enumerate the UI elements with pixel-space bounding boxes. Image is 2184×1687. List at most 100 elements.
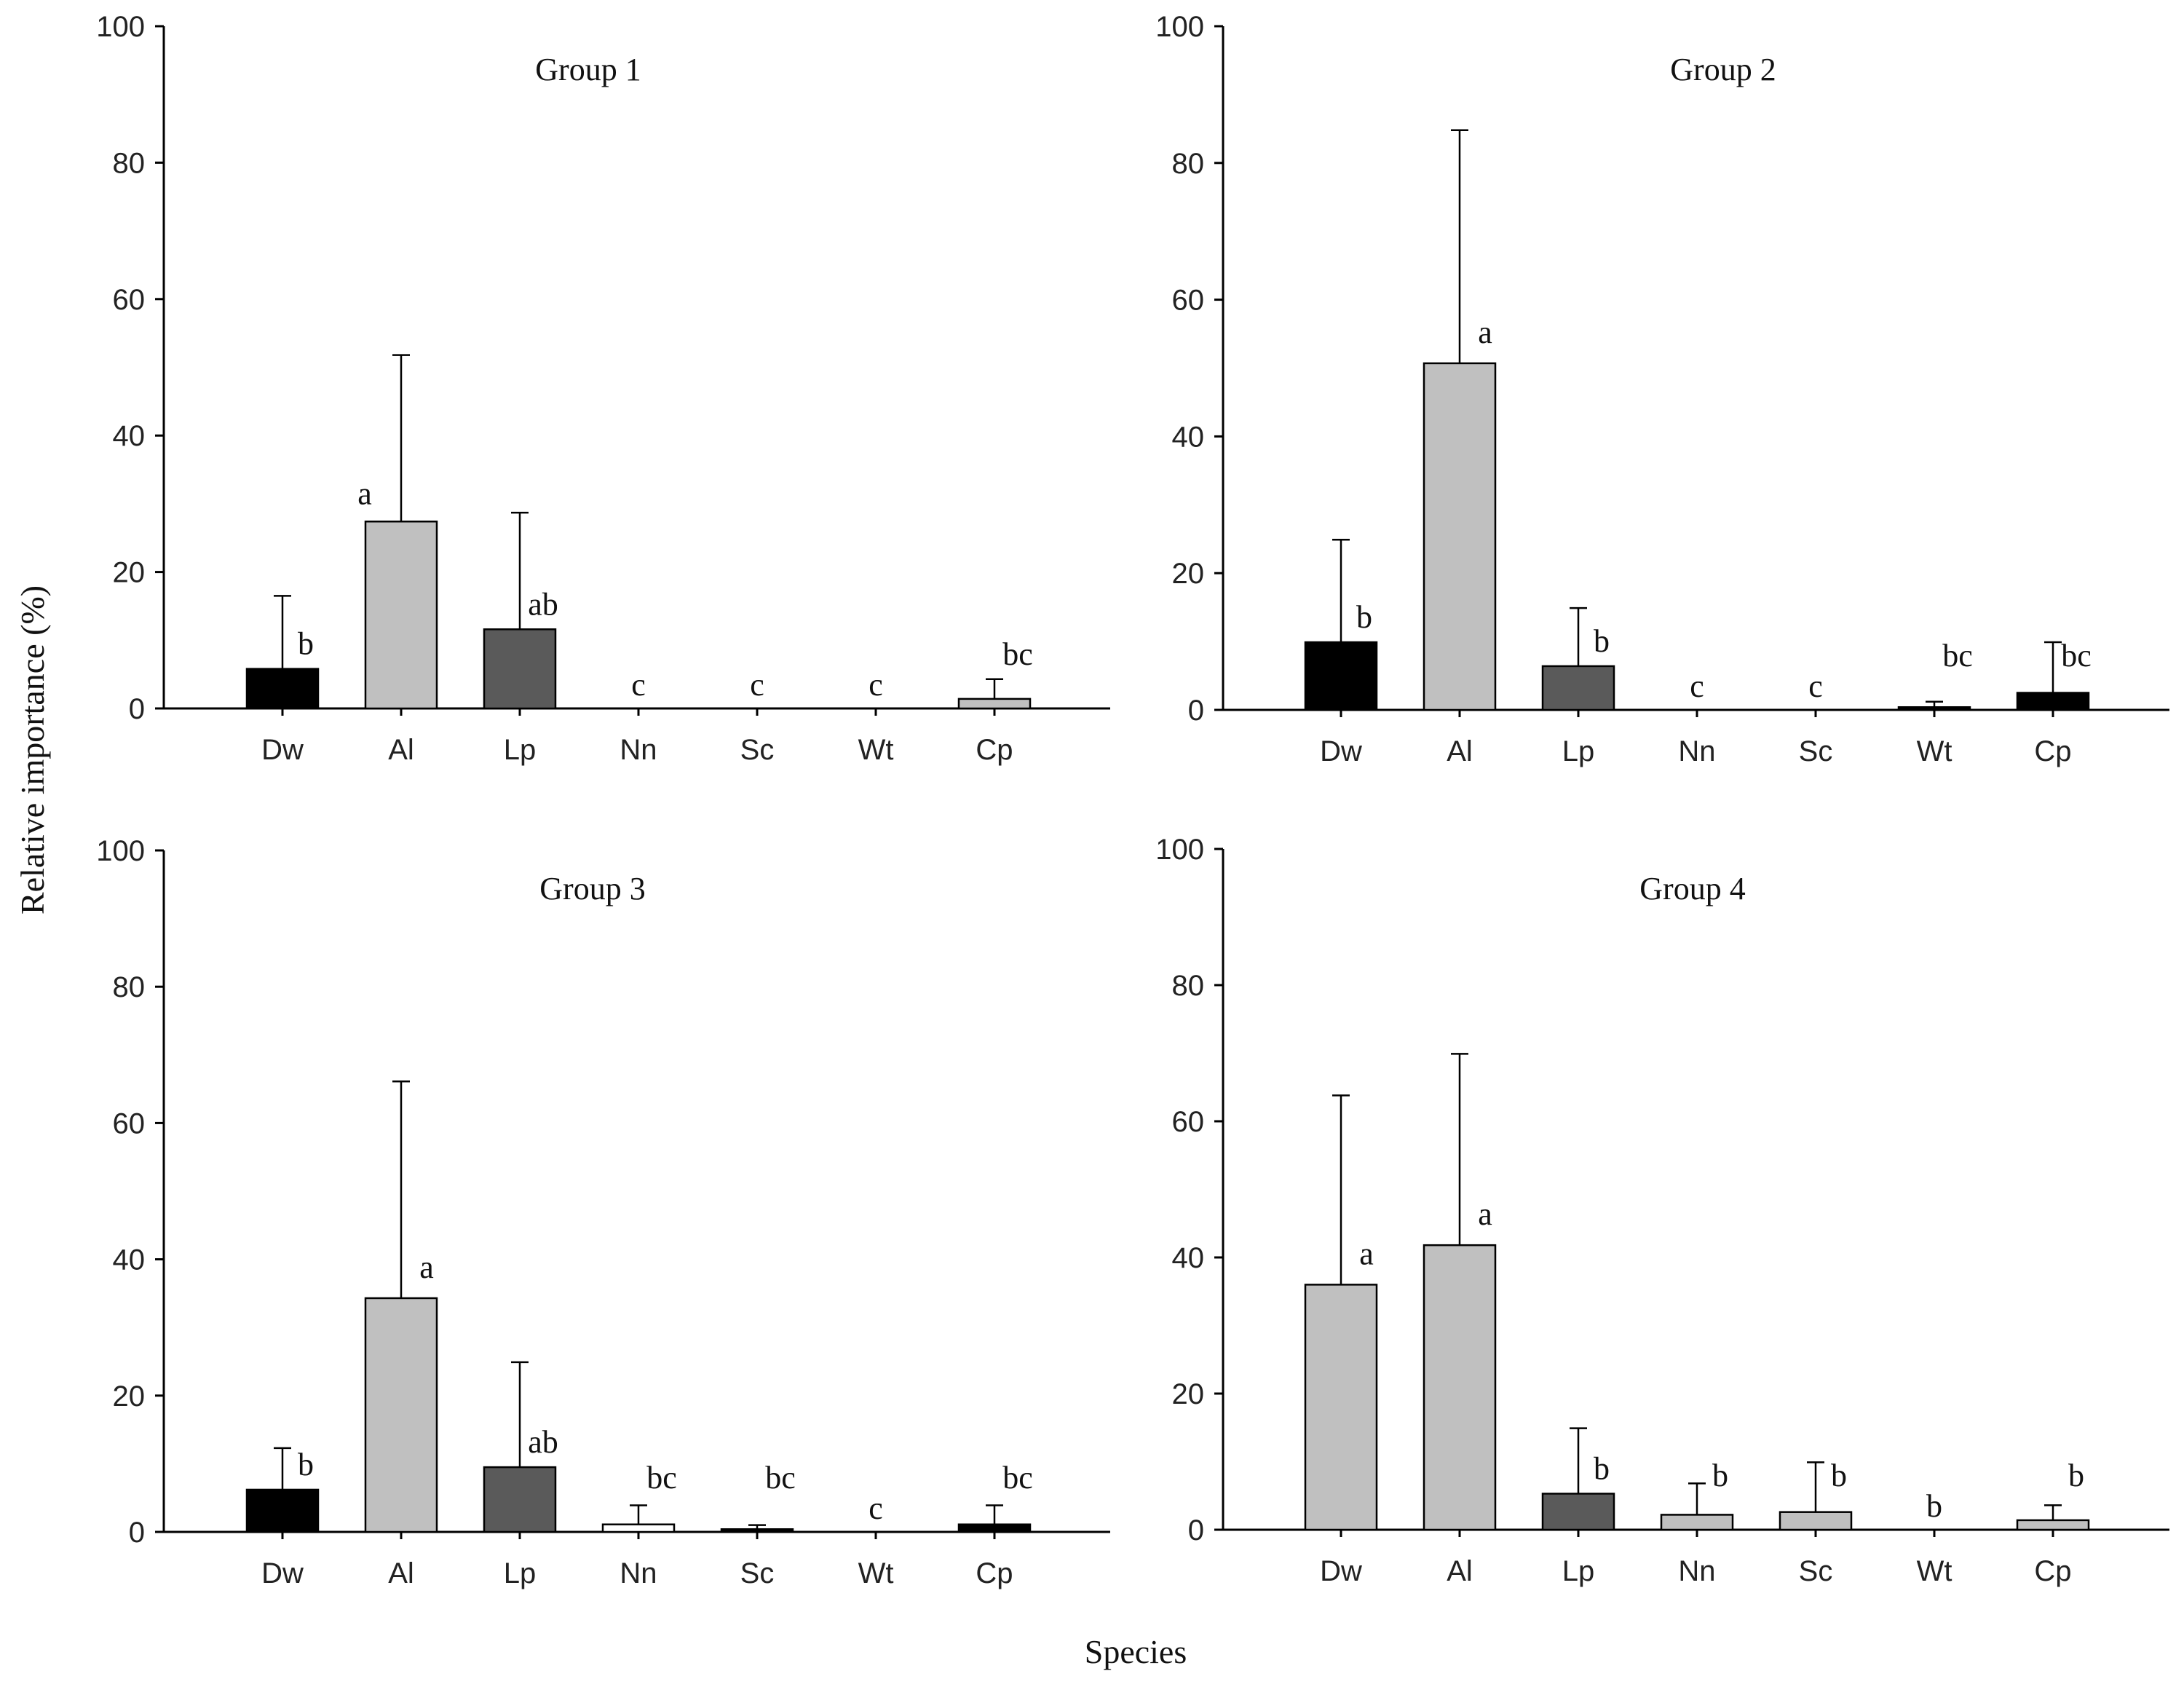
y-tick-label: 40: [113, 420, 146, 452]
significance-letter: b: [1831, 1458, 1847, 1493]
x-tick-label: Cp: [976, 734, 1013, 766]
x-tick-label: Sc: [1799, 735, 1833, 767]
y-tick-label: 20: [113, 1380, 146, 1413]
x-tick-label: Sc: [740, 1557, 775, 1589]
x-tick-label: Al: [1447, 1555, 1473, 1587]
x-tick-label: Wt: [1917, 735, 1952, 767]
significance-letter: c: [1690, 668, 1704, 704]
x-tick-label: Al: [388, 1557, 414, 1589]
x-tick-label: Nn: [620, 734, 657, 766]
y-tick-label: 100: [1155, 834, 1204, 866]
y-tick-label: 100: [96, 835, 145, 867]
x-tick-label: Sc: [1799, 1555, 1833, 1587]
significance-letter: c: [869, 667, 883, 703]
chart-title: Group 1: [535, 52, 641, 87]
x-tick-label: Dw: [261, 734, 304, 766]
x-axis-label: Species: [1085, 1633, 1187, 1670]
x-tick-label: Al: [1447, 735, 1473, 767]
bar: [957, 1523, 1032, 1533]
x-tick-label: Sc: [740, 734, 775, 766]
significance-letter: b: [1712, 1458, 1728, 1493]
y-tick-label: 100: [1155, 11, 1204, 43]
significance-letter: bc: [2061, 638, 2092, 673]
x-tick-label: Wt: [858, 1557, 894, 1589]
bar: [245, 668, 320, 710]
x-tick-label: Wt: [1917, 1555, 1952, 1587]
significance-letter: a: [419, 1249, 434, 1285]
y-tick-label: 100: [96, 11, 145, 43]
bar: [245, 1488, 320, 1533]
y-tick-label: 20: [1172, 1378, 1205, 1410]
x-tick-label: Cp: [2034, 735, 2071, 767]
bar: [601, 1523, 676, 1533]
y-tick-label: 40: [1172, 1242, 1205, 1274]
chart-title: Group 2: [1670, 52, 1776, 87]
significance-letter: b: [1926, 1488, 1942, 1524]
significance-letter: bc: [765, 1460, 796, 1496]
significance-letter: c: [1808, 668, 1823, 704]
bar: [1779, 1511, 1853, 1531]
x-tick-label: Cp: [2034, 1555, 2071, 1587]
significance-letter: c: [631, 667, 646, 703]
y-tick-label: 0: [129, 693, 145, 725]
bar: [1541, 1493, 1615, 1531]
y-tick-label: 60: [1172, 285, 1205, 317]
significance-letter: a: [1478, 315, 1492, 350]
bar: [1660, 1514, 1734, 1531]
significance-letter: b: [1594, 1450, 1610, 1486]
y-tick-label: 0: [129, 1517, 145, 1549]
bar: [2016, 692, 2090, 711]
bar: [1423, 1244, 1497, 1531]
y-tick-label: 60: [1172, 1106, 1205, 1138]
significance-letter: bc: [1002, 636, 1033, 672]
y-tick-label: 80: [1172, 970, 1205, 1002]
significance-letter: a: [1359, 1236, 1374, 1271]
y-tick-label: 80: [113, 971, 146, 1003]
y-tick-label: 20: [113, 557, 146, 589]
chart-title: Group 4: [1639, 871, 1745, 906]
y-tick-label: 40: [113, 1244, 146, 1276]
x-tick-label: Nn: [620, 1557, 657, 1589]
significance-letter: bc: [646, 1460, 677, 1496]
chart-panel-2: 0 20 40 60 80 100 Group 2 Dw b Al a Lp b Nn c Sc c Wt bc Cp…: [1155, 11, 2169, 767]
significance-letter: ab: [528, 1424, 558, 1460]
bar: [364, 521, 438, 710]
x-tick-label: Cp: [976, 1557, 1013, 1589]
x-tick-label: Lp: [504, 1557, 537, 1589]
chart-panel-1: 0 20 40 60 80 100 Group 1 Dw b Al a Lp ab Nn c Sc c Wt c Cp…: [96, 11, 1110, 766]
significance-letter: b: [1594, 623, 1610, 659]
chart-panel-3: 0 20 40 60 80 100 Group 3 Dw b Al a Lp ab Nn bc Sc bc Wt c…: [96, 835, 1110, 1589]
significance-letter: c: [869, 1490, 883, 1526]
significance-letter: b: [2068, 1458, 2084, 1493]
significance-letter: ab: [528, 586, 558, 622]
significance-letter: b: [298, 1447, 314, 1482]
y-axis-label: Relative importance (%): [14, 585, 51, 914]
bar: [1304, 641, 1378, 711]
bar: [957, 698, 1032, 710]
chart-panel-4: 0 20 40 60 80 100 Group 4 Dw a Al a Lp b Nn b Sc b Wt b Cp b: [1155, 834, 2169, 1587]
y-tick-label: 80: [113, 147, 146, 179]
bar: [1423, 362, 1497, 711]
significance-letter: a: [357, 475, 372, 511]
bar: [720, 1528, 794, 1533]
bar: [364, 1297, 438, 1533]
y-tick-label: 20: [1172, 558, 1205, 590]
bar: [483, 1466, 557, 1533]
x-tick-label: Lp: [504, 734, 537, 766]
bar: [1304, 1284, 1378, 1531]
y-tick-label: 40: [1172, 421, 1205, 453]
x-tick-label: Nn: [1678, 1555, 1715, 1587]
y-tick-label: 0: [1188, 695, 1204, 727]
y-tick-label: 60: [113, 1107, 146, 1139]
bar: [1897, 706, 1971, 711]
significance-letter: b: [1356, 599, 1372, 635]
x-tick-label: Wt: [858, 734, 894, 766]
x-tick-label: Lp: [1562, 1555, 1595, 1587]
significance-letter: bc: [1942, 638, 1973, 673]
x-tick-label: Al: [388, 734, 414, 766]
significance-letter: c: [750, 667, 764, 703]
significance-letter: bc: [1002, 1460, 1033, 1496]
bar: [1541, 665, 1615, 711]
y-tick-label: 60: [113, 284, 146, 316]
